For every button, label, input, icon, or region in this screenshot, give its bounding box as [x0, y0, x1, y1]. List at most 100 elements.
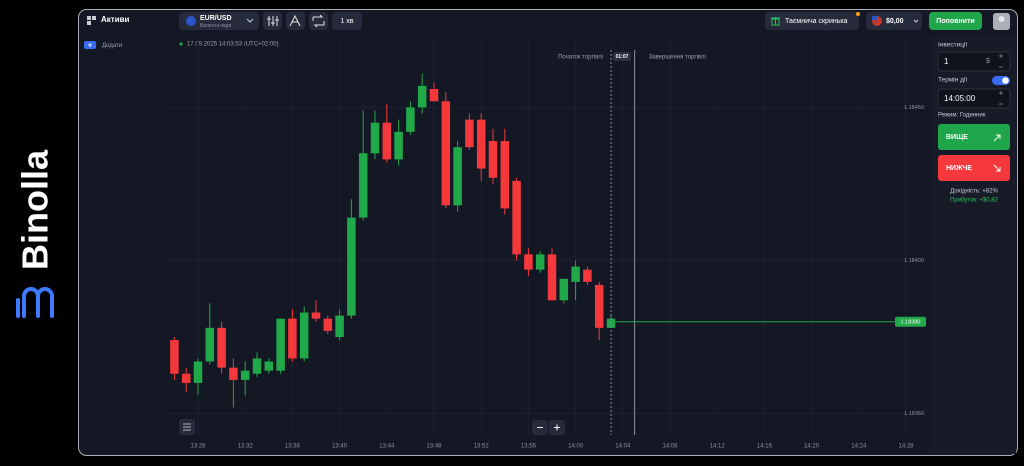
investment-input[interactable] — [937, 51, 1011, 72]
candle-body — [264, 361, 274, 371]
x-tick-label: 13:40 — [332, 444, 348, 450]
candle-body — [288, 318, 297, 359]
balance: $0,00 — [886, 18, 904, 25]
investment-value: 1 — [944, 57, 949, 66]
candle-body — [170, 340, 179, 374]
candle-body — [370, 122, 380, 154]
add-label: Додати — [102, 43, 122, 49]
x-tick-label: 13:32 — [238, 444, 254, 450]
pair-selector[interactable]: EUR/USD Валютні пари — [179, 12, 259, 30]
candle-body — [311, 312, 321, 319]
stepper-icons[interactable] — [999, 54, 1003, 68]
timeframe: 1 хв — [340, 18, 353, 25]
mode: Режим: Годинник — [938, 113, 986, 119]
mystery-box-icon — [771, 17, 780, 26]
x-tick-label: 14:24 — [851, 444, 867, 450]
candle-body — [559, 278, 569, 301]
candle-body — [229, 367, 238, 380]
y-tick-label: 1.18450 — [904, 105, 924, 111]
stepper-icons[interactable] — [999, 91, 1003, 105]
chart-type-button[interactable] — [309, 12, 328, 30]
candle-body — [205, 327, 215, 362]
higher-button[interactable] — [938, 124, 1010, 150]
candle-body — [181, 373, 191, 383]
brand-logo — [16, 287, 54, 318]
candle-body — [240, 370, 250, 380]
x-tick-label: 14:16 — [757, 444, 773, 450]
candle-body — [453, 147, 462, 206]
assets-button[interactable]: Активи — [87, 15, 130, 25]
deposit-button[interactable] — [929, 12, 982, 30]
candle-body — [583, 269, 592, 282]
candle-body — [512, 180, 521, 255]
chart: 13:28 13:32 13:36 13:40 13:44 13:48 13:52 13:56… — [168, 40, 926, 450]
x-tick-label: 13:44 — [379, 444, 395, 450]
x-tick-label: 14:08 — [662, 444, 678, 450]
timeframe-button[interactable] — [332, 12, 362, 30]
balance-button[interactable] — [866, 12, 922, 30]
candle-body — [406, 107, 415, 132]
brand: Binolla — [15, 149, 56, 270]
expiry-input[interactable] — [937, 88, 1011, 109]
up-arrow — [993, 134, 1001, 142]
y-tick-label: 1.18350 — [904, 411, 924, 417]
investment-label: Інвестиції — [938, 41, 967, 49]
candle-body — [347, 217, 356, 316]
candle-body — [594, 284, 604, 328]
y-tick-label: 1.18400 — [904, 258, 924, 264]
pair-pill — [179, 12, 259, 30]
lower-button[interactable] — [938, 155, 1010, 181]
x-tick-label: 13:56 — [521, 444, 537, 450]
pair-name: EUR/USD — [200, 15, 232, 22]
assets-icon — [87, 16, 96, 25]
candle-body — [488, 141, 498, 178]
drawing-icon — [289, 14, 301, 27]
zoom-in-icon — [554, 424, 560, 431]
lower-label: НИЖЧЕ — [946, 165, 972, 172]
x-tick-label: 14:12 — [710, 444, 726, 450]
candle-body — [524, 254, 533, 270]
x-tick-label: 14:28 — [898, 444, 914, 450]
drawing-button[interactable] — [286, 12, 305, 30]
app-frame — [78, 9, 1018, 456]
candle-body — [465, 119, 474, 148]
x-tick-label: 13:52 — [474, 444, 490, 450]
expiry-value: 14:05:00 — [944, 94, 976, 103]
toggle-knob — [1002, 77, 1009, 84]
candle-body — [394, 131, 403, 160]
candle-body — [252, 358, 262, 374]
x-tick-label: 13:28 — [190, 444, 206, 450]
candle-body — [323, 318, 333, 331]
live-dot — [179, 42, 183, 46]
mystery-box-button[interactable] — [765, 12, 859, 30]
candle-body — [547, 254, 557, 301]
chart-settings-icon — [183, 423, 191, 431]
notification-dot — [856, 12, 860, 16]
candle-body — [535, 254, 545, 270]
indicators-icon — [267, 16, 279, 26]
candle-body — [299, 312, 309, 359]
deposit-label: Поповнити — [936, 18, 974, 25]
x-tick-label: 14:00 — [568, 444, 584, 450]
add-icon — [88, 43, 92, 47]
candle-body — [476, 119, 486, 169]
candle-body — [335, 315, 344, 338]
countdown: 01:07 — [616, 54, 629, 60]
current-price-badge — [895, 316, 926, 327]
assets-label: Активи — [101, 15, 130, 24]
trade-start-label: Початок торгівлі — [558, 55, 603, 61]
x-tick-label: 13:36 — [285, 444, 301, 450]
timestamp: 17.09.2025 14:03:53 (UTC+02:00) — [187, 42, 279, 48]
avatar-head — [998, 16, 1005, 22]
candle-body — [500, 141, 510, 209]
x-tick-label: 14:20 — [804, 444, 820, 450]
candle-body — [193, 361, 203, 383]
chevron — [246, 18, 254, 23]
candle-body — [358, 153, 368, 218]
candle-body — [382, 122, 392, 160]
mystery-box-label: Таємнича скринька — [785, 18, 848, 25]
candle-body — [441, 101, 451, 206]
balance-flag-canton — [872, 16, 877, 20]
candle-body — [276, 318, 285, 371]
